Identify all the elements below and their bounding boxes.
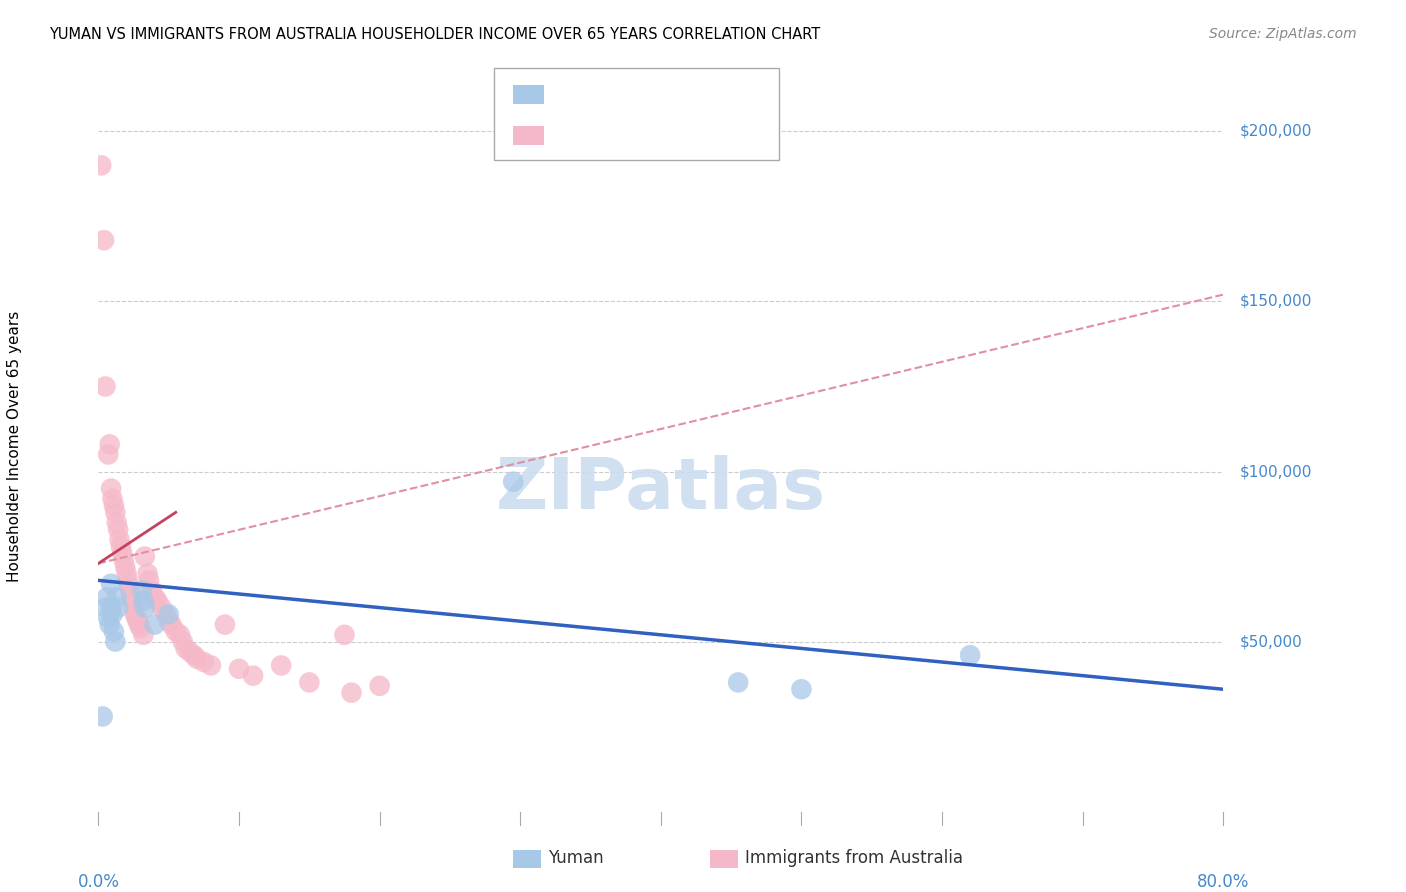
Point	[270, 658, 292, 673]
Point	[157, 607, 180, 622]
Point	[214, 617, 236, 632]
Point	[97, 448, 120, 462]
Text: $200,000: $200,000	[1240, 124, 1312, 139]
Point	[100, 600, 122, 615]
Point	[103, 624, 125, 639]
Text: Householder Income Over 65 years: Householder Income Over 65 years	[7, 310, 21, 582]
Point	[141, 583, 163, 598]
Point	[101, 607, 124, 622]
Point	[136, 566, 159, 581]
Text: Yuman: Yuman	[548, 849, 605, 867]
Text: R =: R =	[555, 127, 592, 145]
Point	[200, 658, 222, 673]
Point	[146, 594, 169, 608]
Point	[134, 549, 156, 564]
Point	[132, 594, 155, 608]
Text: YUMAN VS IMMIGRANTS FROM AUSTRALIA HOUSEHOLDER INCOME OVER 65 YEARS CORRELATION : YUMAN VS IMMIGRANTS FROM AUSTRALIA HOUSE…	[49, 27, 821, 42]
Point	[727, 675, 749, 690]
Text: R =: R =	[555, 86, 592, 103]
Point	[143, 591, 166, 605]
Point	[193, 655, 215, 669]
Text: $100,000: $100,000	[1240, 464, 1312, 479]
Point	[117, 574, 139, 588]
Point	[172, 634, 194, 648]
Text: 55: 55	[689, 127, 714, 145]
Point	[132, 628, 155, 642]
Text: $150,000: $150,000	[1240, 293, 1312, 309]
Text: Source: ZipAtlas.com: Source: ZipAtlas.com	[1209, 27, 1357, 41]
Point	[183, 648, 205, 663]
Text: 15: 15	[689, 86, 714, 103]
Point	[790, 682, 813, 697]
Point	[242, 668, 264, 682]
Point	[98, 437, 121, 451]
Point	[129, 621, 152, 635]
Text: 0.0%: 0.0%	[77, 873, 120, 891]
Text: Immigrants from Australia: Immigrants from Australia	[745, 849, 963, 867]
Point	[121, 594, 143, 608]
Point	[98, 617, 121, 632]
Text: $50,000: $50,000	[1240, 634, 1303, 649]
Point	[298, 675, 321, 690]
Point	[368, 679, 391, 693]
Point	[502, 475, 524, 489]
Text: ZIPatlas: ZIPatlas	[496, 456, 825, 524]
Point	[100, 576, 122, 591]
Point	[107, 522, 129, 536]
Point	[94, 600, 117, 615]
Point	[157, 614, 180, 628]
Point	[118, 580, 141, 594]
Point	[104, 634, 127, 648]
Point	[110, 540, 132, 554]
Point	[111, 546, 134, 560]
Point	[103, 499, 125, 513]
Point	[100, 482, 122, 496]
Text: N =: N =	[657, 127, 693, 145]
Point	[134, 600, 156, 615]
Point	[91, 709, 114, 723]
Point	[959, 648, 981, 663]
Point	[101, 491, 124, 506]
Point	[138, 574, 160, 588]
Point	[96, 591, 118, 605]
Point	[105, 516, 128, 530]
Point	[128, 617, 150, 632]
Text: 80.0%: 80.0%	[1197, 873, 1250, 891]
Point	[124, 607, 146, 622]
Point	[97, 611, 120, 625]
Point	[143, 617, 166, 632]
Point	[107, 600, 129, 615]
Text: 0.086: 0.086	[586, 127, 644, 145]
Point	[169, 628, 191, 642]
Point	[90, 158, 112, 172]
Point	[122, 600, 145, 615]
Point	[340, 686, 363, 700]
Text: N =: N =	[657, 86, 693, 103]
Point	[125, 611, 148, 625]
Point	[179, 645, 201, 659]
Point	[108, 533, 131, 547]
Point	[105, 591, 128, 605]
Point	[186, 651, 208, 665]
Point	[104, 505, 127, 519]
Point	[165, 624, 187, 639]
Point	[120, 587, 142, 601]
Point	[127, 614, 149, 628]
Point	[131, 583, 153, 598]
Point	[155, 607, 177, 622]
Point	[94, 379, 117, 393]
Point	[114, 559, 136, 574]
Point	[333, 628, 356, 642]
Point	[150, 600, 173, 615]
Point	[115, 566, 138, 581]
Point	[228, 662, 250, 676]
Point	[112, 553, 135, 567]
Point	[160, 617, 183, 632]
Text: -0.317: -0.317	[586, 86, 651, 103]
Point	[93, 233, 115, 247]
Point	[174, 641, 197, 656]
